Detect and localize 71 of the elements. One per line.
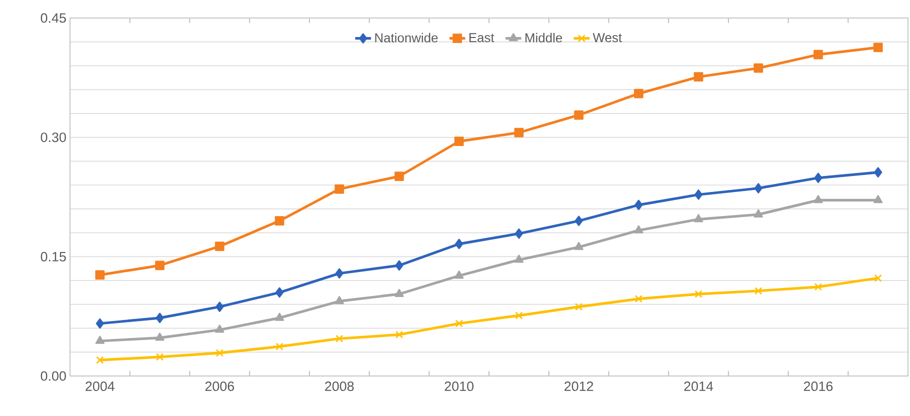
legend-label: Nationwide xyxy=(375,32,438,42)
point xyxy=(216,302,224,312)
point xyxy=(96,318,104,329)
point xyxy=(514,254,524,263)
point xyxy=(455,320,463,328)
point xyxy=(454,136,464,146)
point xyxy=(574,242,584,250)
x-tick-label: 2016 xyxy=(804,382,833,392)
point xyxy=(454,270,464,279)
y-tick-label: 0.30 xyxy=(40,132,66,142)
point xyxy=(275,287,284,298)
point xyxy=(156,353,164,361)
point xyxy=(215,324,224,333)
point xyxy=(216,349,224,357)
point xyxy=(514,128,524,138)
point xyxy=(634,88,644,98)
point xyxy=(754,287,762,295)
point xyxy=(156,312,164,324)
point xyxy=(814,50,823,60)
point xyxy=(96,356,104,364)
point xyxy=(574,302,583,311)
point xyxy=(814,172,822,184)
point xyxy=(694,72,704,82)
point xyxy=(873,42,883,52)
point xyxy=(814,283,822,291)
x-tick-label: 2006 xyxy=(205,382,234,392)
point xyxy=(335,268,344,279)
legend-label: Middle xyxy=(526,32,562,42)
point xyxy=(874,167,882,178)
point xyxy=(274,312,284,321)
point xyxy=(574,110,584,120)
point xyxy=(694,214,704,222)
point xyxy=(394,172,404,181)
point xyxy=(335,334,344,342)
point xyxy=(634,200,643,210)
x-tick-label: 2010 xyxy=(444,382,474,392)
point xyxy=(574,216,583,226)
point xyxy=(394,288,404,297)
x-tick-label: 2008 xyxy=(325,382,354,392)
point xyxy=(395,260,404,271)
point xyxy=(334,184,344,194)
point xyxy=(754,183,762,194)
point xyxy=(514,228,523,239)
point xyxy=(214,242,224,252)
point xyxy=(274,216,284,226)
point xyxy=(334,296,344,304)
point xyxy=(455,238,464,250)
legend-label: West xyxy=(592,33,622,42)
legend-label: East xyxy=(469,33,494,42)
point xyxy=(694,290,702,298)
point xyxy=(276,342,284,350)
point xyxy=(814,194,823,204)
point xyxy=(754,209,763,218)
point xyxy=(754,63,764,73)
x-tick-label: 2004 xyxy=(86,382,114,392)
x-tick-label: 2014 xyxy=(684,382,714,392)
point xyxy=(634,225,644,234)
point xyxy=(155,260,164,270)
point xyxy=(95,336,105,344)
point xyxy=(515,312,523,320)
y-tick-label: 0.00 xyxy=(40,371,66,381)
point xyxy=(874,274,882,282)
point xyxy=(694,189,703,200)
point xyxy=(395,330,404,338)
y-tick-label: 0.45 xyxy=(40,13,66,23)
point xyxy=(95,270,105,280)
point xyxy=(155,332,164,341)
y-tick-label: 0.15 xyxy=(40,252,66,262)
x-tick-label: 2012 xyxy=(564,382,594,392)
point xyxy=(634,294,643,303)
point xyxy=(874,194,883,204)
